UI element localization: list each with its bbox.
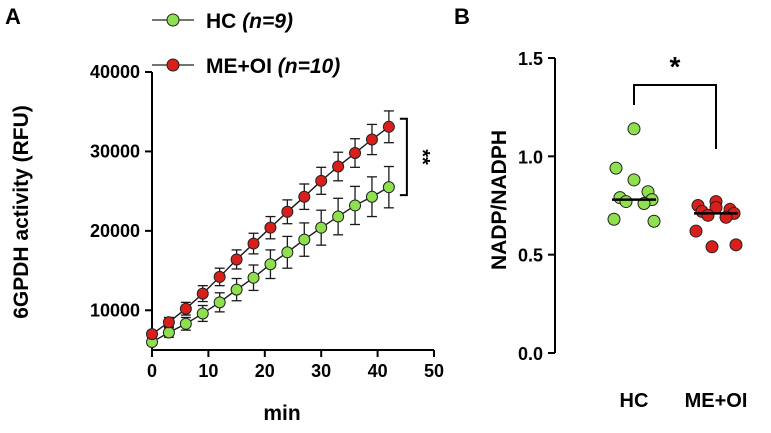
significance-bracket-b xyxy=(633,84,717,149)
data-point-hc xyxy=(196,307,209,320)
data-point-hc xyxy=(179,317,192,330)
significance-label-a: ** xyxy=(411,149,433,165)
x-tick-label-a: 30 xyxy=(311,361,331,381)
x-tick-label-a: 50 xyxy=(424,361,444,381)
legend-marker-hc xyxy=(166,13,180,27)
significance-a: ** xyxy=(399,117,433,197)
legend-item-hc: HC (n=9) xyxy=(152,10,293,33)
data-point-me-oi xyxy=(179,302,192,315)
data-point-me-oi xyxy=(705,240,719,254)
data-point-me-oi xyxy=(247,237,260,250)
significance-b: * xyxy=(633,51,717,149)
y-tick-label-a: 30000 xyxy=(90,141,140,161)
series-marks-a xyxy=(146,110,395,349)
data-point-me-oi xyxy=(162,316,175,329)
y-tick-label-b: 1.0 xyxy=(518,147,543,167)
panel-b-letter: B xyxy=(454,4,470,29)
y-tick-label-a: 10000 xyxy=(90,300,140,320)
data-point-me-oi xyxy=(264,221,277,234)
data-point-hc xyxy=(627,122,641,136)
data-point-hc xyxy=(162,326,175,339)
data-point-me-oi xyxy=(365,133,378,146)
panel-a-letter: A xyxy=(5,4,21,29)
data-point-hc xyxy=(298,233,311,246)
data-point-hc xyxy=(264,258,277,271)
data-point-me-oi xyxy=(298,190,311,203)
data-point-me-oi xyxy=(701,208,715,222)
data-point-hc xyxy=(647,214,661,228)
y-tick-label-b: 1.5 xyxy=(518,49,543,69)
data-point-me-oi xyxy=(332,160,345,173)
data-point-me-oi xyxy=(689,224,703,238)
legend-item-me-oi: ME+OI (n=10) xyxy=(152,55,340,78)
data-point-hc xyxy=(382,181,395,194)
x-tick-label-a: 40 xyxy=(368,361,388,381)
y-tick-label-a: 20000 xyxy=(90,221,140,241)
data-point-hc xyxy=(607,212,621,226)
data-point-me-oi xyxy=(281,205,294,218)
data-point-me-oi xyxy=(146,328,158,341)
panel-b-scatter-chart: 0.0 0.5 1.0 1.5 HC ME+OI NADP/NADPH * xyxy=(488,49,747,412)
x-category-label-hc: HC xyxy=(620,390,649,412)
legend-label-me-oi: ME+OI (n=10) xyxy=(206,55,340,78)
data-point-me-oi xyxy=(729,238,743,252)
data-point-hc xyxy=(332,210,345,223)
data-point-hc xyxy=(619,195,633,209)
legend-marker-me-oi xyxy=(166,58,180,72)
data-point-hc xyxy=(627,173,641,187)
y-tick-label-b: 0.0 xyxy=(518,344,543,364)
data-point-hc xyxy=(365,190,378,203)
data-point-hc xyxy=(213,296,226,309)
data-point-me-oi xyxy=(382,120,395,133)
data-point-hc xyxy=(247,271,260,284)
data-point-hc xyxy=(349,199,362,212)
y-tick-label-b: 0.5 xyxy=(518,246,543,266)
data-point-me-oi xyxy=(349,147,362,160)
panel-a-line-chart: HC (n=9) ME+OI (n=10) 100002000030000400… xyxy=(10,10,444,425)
data-point-hc xyxy=(230,283,243,296)
y-tick-label-a: 40000 xyxy=(90,62,140,82)
data-point-me-oi xyxy=(230,253,243,266)
axes-a: 10000 20000 30000 40000 0 10 20 30 40 50 xyxy=(90,62,444,381)
y-axis-title-b: NADP/NADPH xyxy=(488,130,511,270)
legend-label-hc: HC (n=9) xyxy=(206,10,293,33)
axes-b: 0.0 0.5 1.0 1.5 HC ME+OI xyxy=(518,49,747,412)
series-marks-b xyxy=(607,122,743,254)
x-tick-label-a: 20 xyxy=(255,361,275,381)
data-point-me-oi xyxy=(213,270,226,283)
significance-bracket-a xyxy=(399,117,408,197)
x-category-label-me-oi: ME+OI xyxy=(685,390,748,412)
y-axis-title-a: 6GPDH activity (RFU) xyxy=(10,105,33,319)
data-point-hc xyxy=(609,161,623,175)
legend: HC (n=9) ME+OI (n=10) xyxy=(152,10,340,78)
data-point-me-oi xyxy=(196,287,209,300)
x-tick-label-a: 0 xyxy=(147,361,157,381)
data-point-hc xyxy=(281,246,294,259)
data-point-me-oi xyxy=(315,174,328,187)
data-point-hc xyxy=(315,221,328,234)
x-tick-label-a: 10 xyxy=(198,361,218,381)
x-axis-title-a: min xyxy=(263,402,300,425)
significance-label-b: * xyxy=(670,51,681,82)
